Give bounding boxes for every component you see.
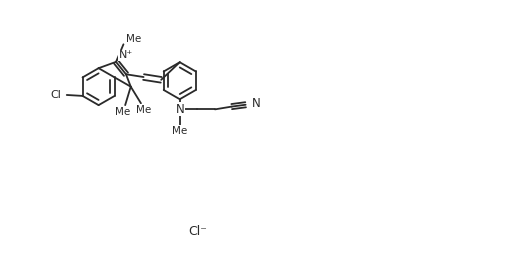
Text: N⁺: N⁺	[119, 51, 133, 60]
Text: Me: Me	[115, 107, 130, 117]
Text: Cl⁻: Cl⁻	[188, 225, 207, 238]
Text: Cl: Cl	[51, 90, 62, 100]
Text: N: N	[252, 97, 261, 110]
Text: N: N	[175, 103, 184, 116]
Text: Me: Me	[136, 105, 151, 115]
Text: Me: Me	[172, 126, 188, 136]
Text: Me: Me	[126, 34, 141, 44]
